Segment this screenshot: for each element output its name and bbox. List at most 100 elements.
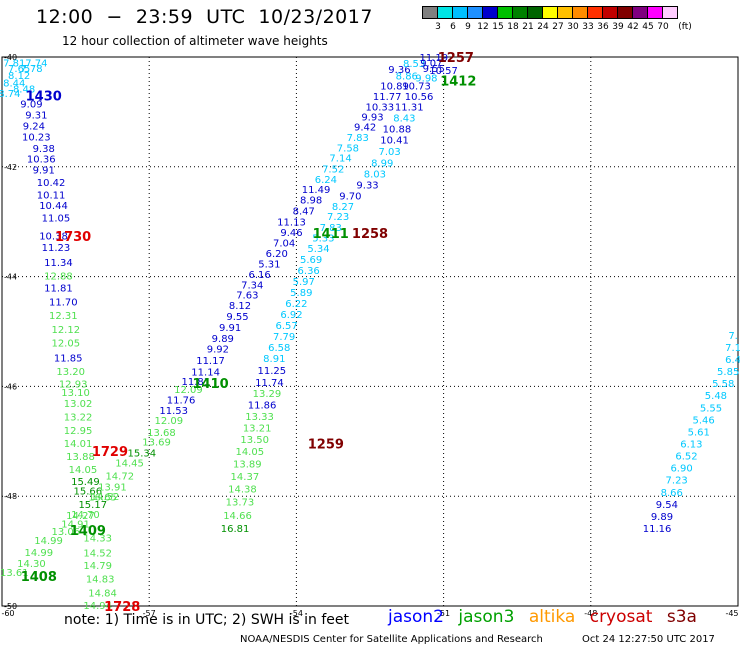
wave-height-value: 11.16 <box>643 524 672 535</box>
wave-height-value: 7.52 <box>322 164 344 175</box>
wave-height-value: 14.38 <box>228 485 257 496</box>
wave-height-value: 11.70 <box>49 297 78 308</box>
wave-height-value: 8.86 <box>396 72 418 83</box>
wave-height-value: 8.98 <box>300 196 322 207</box>
wave-height-value: 5.34 <box>307 244 329 255</box>
wave-height-value: 9.89 <box>651 512 673 523</box>
wave-height-value: 14.30 <box>17 559 46 570</box>
wave-height-value: 7.03 <box>378 147 400 158</box>
wave-height-value: 11.05 <box>42 213 71 224</box>
wave-height-value: 5.55 <box>700 403 722 414</box>
color-scale-label: 33 <box>582 22 594 32</box>
wave-height-value: 14.01 <box>64 439 93 450</box>
wave-height-value: 11.76 <box>167 396 196 407</box>
wave-height-value: 10.57 <box>429 66 458 77</box>
wave-height-value: 10.44 <box>39 201 68 212</box>
wave-height-value: 9.09 <box>20 100 42 111</box>
wave-height-value: 12.93 <box>59 380 88 391</box>
wave-height-value: 7.14 <box>329 153 351 164</box>
wave-height-value: 9.36 <box>388 65 410 76</box>
wave-height-value: 10.23 <box>22 133 51 144</box>
pass-time-label: 1728 <box>104 600 140 615</box>
footer-timestamp: Oct 24 12:27:50 UTC 2017 <box>582 634 715 645</box>
wave-height-value: 9.89 <box>212 334 234 345</box>
wave-height-value: 13.21 <box>243 424 272 435</box>
wave-height-value: 9.24 <box>23 122 45 133</box>
wave-height-points: 7.81 7.747.657.788.128.448.488.749.099.31… <box>0 53 740 612</box>
lon-tick-label: -54 <box>290 609 303 618</box>
legend-cryosat: cryosat <box>589 607 653 627</box>
wave-height-value: 14.99 <box>34 536 63 547</box>
wave-height-value: 11.14 <box>191 368 220 379</box>
wave-height-value: 13.06 <box>51 527 80 538</box>
wave-height-value: 11.23 <box>42 243 71 254</box>
wave-height-value: 10.73 <box>402 82 431 93</box>
color-scale-label: 30 <box>567 22 579 32</box>
color-scale-label: 18 <box>507 22 519 32</box>
wave-height-value: 14.27 <box>66 511 95 522</box>
wave-height-value: 11.17 <box>196 356 225 367</box>
wave-height-value: 10.56 <box>405 92 434 103</box>
pass-time-label: 1430 <box>26 89 62 104</box>
wave-height-value: 5.69 <box>300 255 322 266</box>
wave-height-value: 11.74 <box>255 378 284 389</box>
pass-time-label: 1411 <box>313 227 349 242</box>
pass-time-label: 1409 <box>70 524 106 539</box>
color-scale-unit: (ft) <box>678 22 692 32</box>
wave-height-value: 14.84 <box>88 588 117 599</box>
wave-height-value: 5.48 <box>705 391 727 402</box>
wave-height-value: 12.88 <box>44 272 73 283</box>
color-scale-label: 15 <box>492 22 504 32</box>
color-scale-label: 42 <box>627 22 639 32</box>
footer-agency: NOAA/NESDIS Center for Satellite Applica… <box>240 634 543 645</box>
wave-height-value: 7.81 <box>3 58 25 69</box>
wave-height-value: 14.72 <box>105 471 134 482</box>
wave-height-value: 7.04 <box>273 239 295 250</box>
wave-height-value: 11.19 <box>419 53 448 64</box>
wave-height-value: 9.55 <box>423 64 445 75</box>
wave-height-value: 12.95 <box>64 426 93 437</box>
wave-height-value: 7.34 <box>241 280 263 291</box>
notes-text: note: 1) Time is in UTC; 2) SWH is in fe… <box>64 612 350 628</box>
color-scale-swatch <box>662 6 678 19</box>
lon-tick-label: -60 <box>1 609 14 618</box>
wave-height-value: 11.31 <box>395 102 424 113</box>
wave-height-value: 6.4 <box>725 355 740 366</box>
wave-height-value: 10.41 <box>380 135 409 146</box>
wave-height-value: 5.85 <box>717 367 739 378</box>
wave-height-value: 7.83 <box>347 133 369 144</box>
lat-tick-label: -50 <box>4 602 17 611</box>
wave-height-value: 6.13 <box>680 439 702 450</box>
wave-height-value: 6.22 <box>285 299 307 310</box>
lat-tick-label: -40 <box>4 53 17 62</box>
wave-height-value: 11.77 <box>373 92 402 103</box>
wave-height-value: 10.36 <box>27 155 56 166</box>
wave-height-value: 8.43 <box>393 113 415 124</box>
wave-height-value: 7.63 <box>236 291 258 302</box>
wave-height-value: 9.91 <box>33 166 55 177</box>
wave-height-value: 11.81 <box>181 377 210 388</box>
color-scale-label: 24 <box>537 22 549 32</box>
wave-height-value: 14.37 <box>231 472 260 483</box>
color-scale-label: 9 <box>465 22 471 32</box>
wave-height-value: 9.54 <box>656 500 678 511</box>
wave-height-value: 7.23 <box>666 476 688 487</box>
color-scale-label: 21 <box>522 22 534 32</box>
wave-height-value: 6.24 <box>315 175 337 186</box>
legend-s3a: s3a <box>666 607 697 627</box>
wave-height-value: 6.57 <box>275 321 297 332</box>
wave-height-value: 10.33 <box>365 102 394 113</box>
wave-height-value: 15.17 <box>78 500 107 511</box>
wave-height-value: 5.58 <box>712 379 734 390</box>
pass-time-label: 1410 <box>192 377 228 392</box>
wave-height-value: 14.66 <box>223 511 252 522</box>
wave-height-value: 7.23 <box>327 212 349 223</box>
wave-height-value: 9.98 <box>415 73 437 84</box>
wave-height-value: 14.83 <box>86 575 115 586</box>
axis-tick-labels: -60 -57 -54 -51 -48 -45 -40 -42 -44 -46 -48 -50 <box>1 53 738 618</box>
lat-tick-label: -42 <box>4 163 17 172</box>
wave-height-value: 9.91 <box>219 323 241 334</box>
wave-height-value: 13.20 <box>56 367 85 378</box>
wave-height-value: 6.92 <box>280 310 302 321</box>
